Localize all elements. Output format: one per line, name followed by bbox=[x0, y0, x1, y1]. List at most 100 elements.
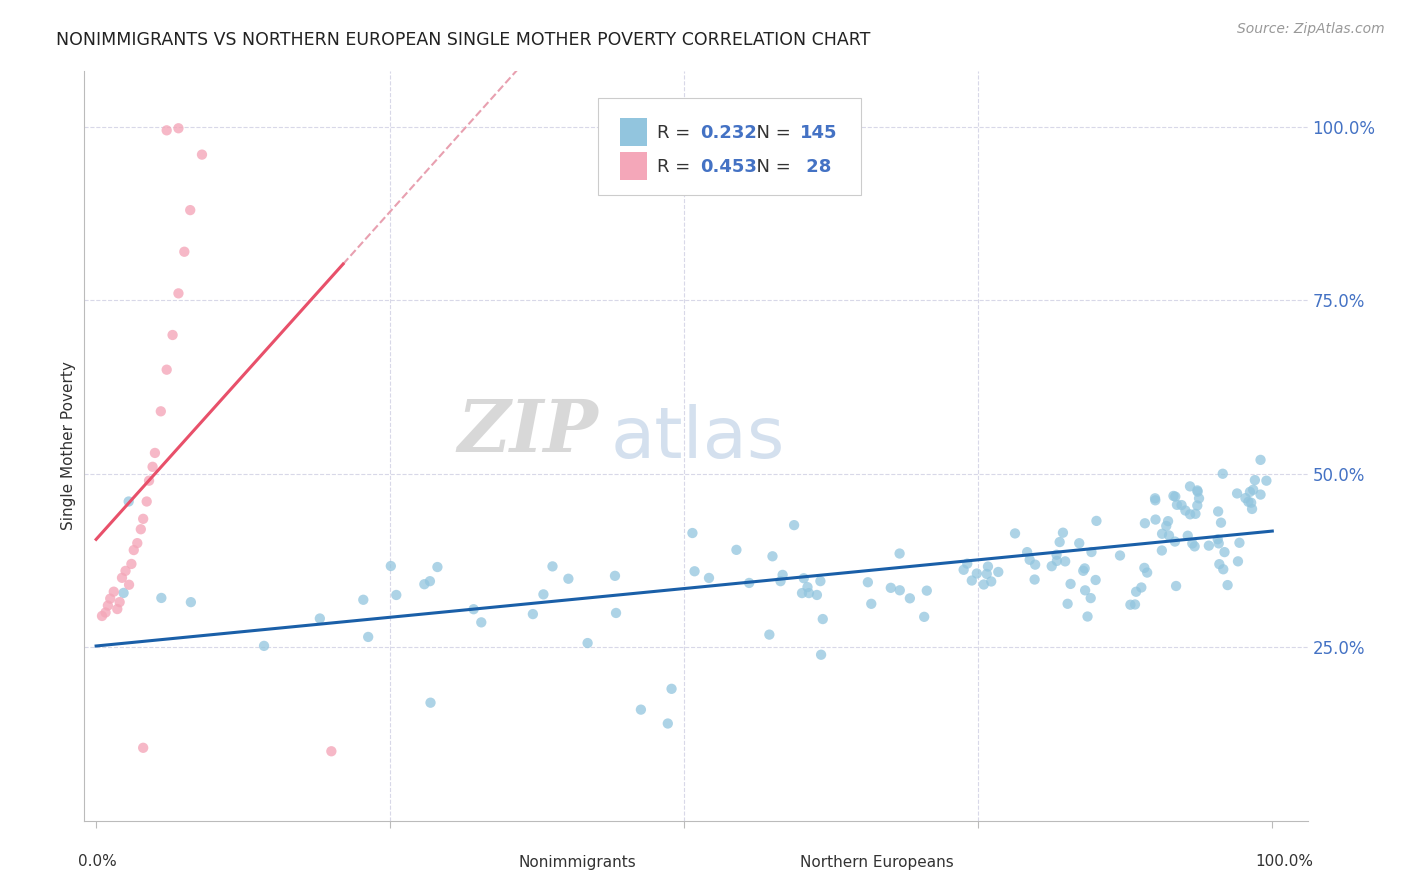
Point bbox=[103, 584, 125, 599]
Point bbox=[976, 566, 998, 581]
Point bbox=[156, 362, 179, 376]
Point bbox=[1084, 573, 1107, 587]
Text: Northern Europeans: Northern Europeans bbox=[800, 855, 953, 870]
Point bbox=[1164, 579, 1187, 593]
Point bbox=[1184, 507, 1206, 521]
Point bbox=[1136, 566, 1159, 580]
Point bbox=[1152, 526, 1174, 541]
Text: 0.453: 0.453 bbox=[700, 158, 756, 176]
Point bbox=[889, 583, 911, 598]
Point bbox=[1241, 502, 1264, 516]
Point bbox=[419, 696, 441, 710]
Point bbox=[1076, 609, 1098, 624]
Point bbox=[605, 606, 627, 620]
Point bbox=[793, 571, 815, 585]
Point bbox=[1216, 578, 1239, 592]
Point bbox=[1119, 598, 1142, 612]
FancyBboxPatch shape bbox=[620, 152, 647, 180]
Point bbox=[419, 574, 441, 589]
Point bbox=[860, 597, 883, 611]
Point bbox=[1049, 535, 1071, 549]
Point bbox=[1250, 487, 1272, 501]
Point bbox=[1229, 535, 1251, 549]
Point bbox=[138, 474, 160, 488]
Point bbox=[1241, 483, 1264, 497]
Point bbox=[1109, 549, 1132, 563]
Point bbox=[630, 703, 652, 717]
Point bbox=[380, 559, 402, 574]
Point bbox=[1073, 561, 1095, 575]
Point bbox=[167, 121, 190, 136]
Point bbox=[1177, 529, 1199, 543]
Point bbox=[956, 557, 979, 571]
Point bbox=[811, 612, 834, 626]
Point bbox=[1184, 540, 1206, 554]
Point bbox=[179, 203, 201, 218]
Point bbox=[783, 518, 806, 533]
Point bbox=[1208, 536, 1230, 550]
Point bbox=[112, 586, 135, 600]
Text: N =: N = bbox=[745, 124, 796, 142]
Point bbox=[772, 567, 794, 582]
Point bbox=[127, 536, 149, 550]
Text: 0.0%: 0.0% bbox=[79, 855, 117, 870]
Point bbox=[1237, 495, 1260, 509]
Point bbox=[960, 574, 983, 588]
Point bbox=[1157, 514, 1180, 528]
Text: 145: 145 bbox=[800, 124, 838, 142]
Point bbox=[1226, 554, 1249, 568]
Point bbox=[1178, 479, 1201, 493]
Point bbox=[1187, 499, 1209, 513]
Text: Nonimmigrants: Nonimmigrants bbox=[519, 855, 637, 870]
Point bbox=[1017, 545, 1039, 559]
Point bbox=[533, 587, 555, 601]
Point bbox=[797, 586, 820, 600]
Point bbox=[135, 494, 157, 508]
Point bbox=[1080, 591, 1102, 606]
Point bbox=[142, 459, 165, 474]
Point bbox=[1206, 504, 1229, 518]
Point bbox=[1166, 498, 1188, 512]
Point bbox=[149, 404, 172, 418]
Point bbox=[987, 565, 1010, 579]
FancyBboxPatch shape bbox=[763, 851, 790, 874]
Point bbox=[1154, 519, 1177, 533]
Point bbox=[657, 716, 679, 731]
Point bbox=[463, 602, 485, 616]
Point bbox=[1143, 491, 1166, 506]
Point bbox=[810, 648, 832, 662]
Point bbox=[1059, 577, 1081, 591]
Point bbox=[1046, 554, 1069, 568]
FancyBboxPatch shape bbox=[482, 851, 509, 874]
Point bbox=[1125, 584, 1147, 599]
Point bbox=[91, 609, 114, 624]
Point bbox=[1170, 498, 1192, 512]
Point bbox=[98, 591, 121, 606]
Point bbox=[973, 577, 995, 591]
Point bbox=[522, 607, 544, 621]
Point bbox=[1208, 557, 1230, 571]
Point bbox=[114, 564, 136, 578]
Point bbox=[603, 569, 626, 583]
Point bbox=[191, 147, 214, 161]
Point bbox=[1239, 484, 1261, 499]
Point bbox=[162, 328, 184, 343]
FancyBboxPatch shape bbox=[598, 97, 860, 195]
Point bbox=[681, 526, 703, 541]
Point bbox=[122, 543, 145, 558]
Point bbox=[1174, 503, 1197, 517]
Point bbox=[1133, 516, 1156, 531]
Point bbox=[1052, 525, 1074, 540]
Point bbox=[1250, 453, 1272, 467]
Text: atlas: atlas bbox=[610, 404, 785, 473]
Point bbox=[808, 574, 831, 588]
Point bbox=[1018, 553, 1040, 567]
Point bbox=[796, 580, 818, 594]
Point bbox=[557, 572, 579, 586]
Point bbox=[1213, 545, 1236, 559]
FancyBboxPatch shape bbox=[620, 118, 647, 146]
Text: 28: 28 bbox=[800, 158, 831, 176]
Point bbox=[980, 574, 1002, 589]
Text: ZIP: ZIP bbox=[457, 395, 598, 467]
Point bbox=[1256, 474, 1278, 488]
